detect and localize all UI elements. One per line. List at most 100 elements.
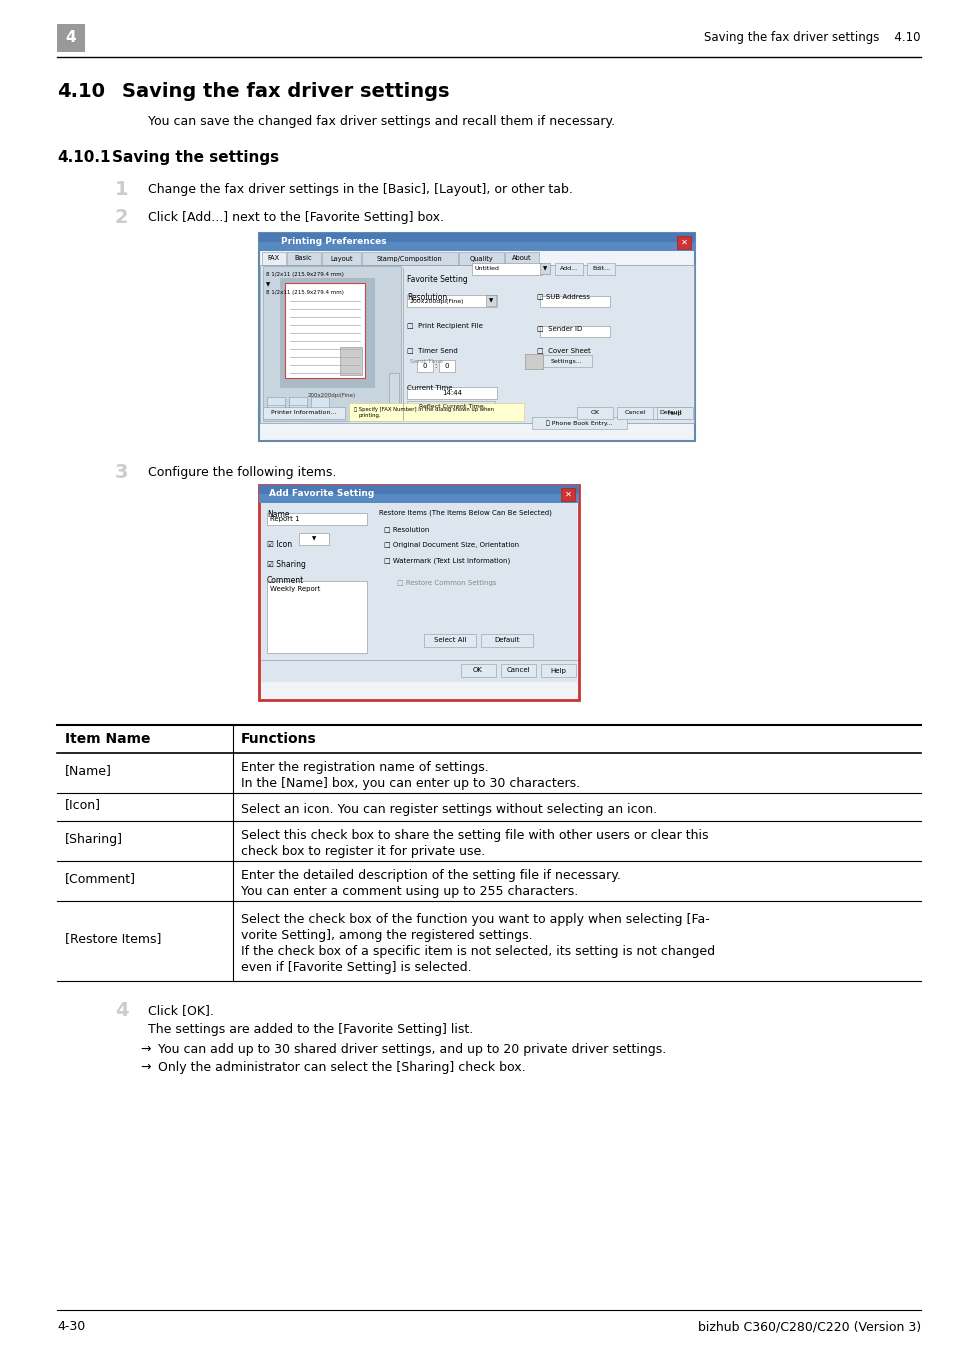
- Text: Enter the detailed description of the setting file if necessary.: Enter the detailed description of the se…: [241, 869, 620, 882]
- Text: Select this check box to share the setting file with other users or clear this: Select this check box to share the setti…: [241, 829, 708, 842]
- Bar: [258, 234, 695, 251]
- Bar: [541, 355, 592, 367]
- Text: Settings...: Settings...: [551, 359, 582, 363]
- Bar: [539, 296, 609, 306]
- Bar: [262, 252, 285, 265]
- Text: OK: OK: [590, 410, 598, 416]
- Text: Restore Items (The Items Below Can Be Selected): Restore Items (The Items Below Can Be Se…: [378, 510, 551, 517]
- Text: □  Cover Sheet: □ Cover Sheet: [537, 347, 590, 352]
- Text: →: →: [140, 1061, 151, 1075]
- Bar: [289, 397, 307, 410]
- Text: Favorite Setting: Favorite Setting: [407, 275, 467, 284]
- Text: The settings are added to the [Favorite Setting] list.: The settings are added to the [Favorite …: [148, 1023, 473, 1035]
- Text: Basic: Basic: [294, 255, 312, 262]
- Bar: [407, 296, 497, 306]
- Text: printing.: printing.: [358, 413, 381, 418]
- Text: Add...: Add...: [559, 266, 578, 271]
- Bar: [258, 494, 578, 504]
- Text: ✕: ✕: [679, 238, 687, 247]
- Text: Change the fax driver settings in the [Basic], [Layout], or other tab.: Change the fax driver settings in the [B…: [148, 184, 572, 196]
- Bar: [524, 354, 542, 369]
- Text: FAX: FAX: [268, 255, 279, 262]
- Bar: [258, 485, 578, 504]
- Text: 4: 4: [115, 1000, 129, 1021]
- Bar: [560, 487, 575, 501]
- Text: 8 1/2x11 (215.9x279.4 mm): 8 1/2x11 (215.9x279.4 mm): [266, 271, 343, 277]
- Bar: [311, 397, 329, 410]
- Bar: [539, 263, 550, 274]
- Bar: [258, 485, 578, 701]
- Text: 2: 2: [115, 208, 129, 227]
- Text: Default: Default: [494, 637, 519, 644]
- Text: You can save the changed fax driver settings and recall them if necessary.: You can save the changed fax driver sett…: [148, 115, 615, 128]
- Bar: [267, 580, 367, 653]
- Bar: [263, 406, 345, 418]
- Bar: [389, 373, 398, 413]
- Text: 4.10: 4.10: [57, 82, 105, 101]
- Text: □ Original Document Size, Orientation: □ Original Document Size, Orientation: [384, 541, 518, 548]
- Bar: [472, 263, 541, 275]
- Text: [Icon]: [Icon]: [65, 798, 101, 811]
- Text: □  Print Recipient File: □ Print Recipient File: [407, 323, 482, 329]
- Text: even if [Favorite Setting] is selected.: even if [Favorite Setting] is selected.: [241, 961, 471, 973]
- Bar: [577, 406, 613, 418]
- Bar: [416, 360, 433, 373]
- Bar: [586, 263, 615, 275]
- Bar: [285, 284, 365, 378]
- Bar: [339, 347, 361, 375]
- Text: →: →: [140, 1044, 151, 1056]
- Text: Configure the following items.: Configure the following items.: [148, 466, 336, 479]
- Bar: [286, 252, 320, 265]
- Bar: [438, 360, 455, 373]
- Text: Saving the fax driver settings: Saving the fax driver settings: [122, 82, 449, 101]
- Text: ▼: ▼: [312, 536, 315, 541]
- Text: ☑ Sharing: ☑ Sharing: [267, 560, 306, 568]
- Text: Send Time: Send Time: [410, 359, 442, 364]
- Text: Help: Help: [550, 667, 565, 674]
- Bar: [280, 278, 375, 387]
- Text: □ SUB Address: □ SUB Address: [537, 293, 589, 298]
- Text: Edit...: Edit...: [591, 266, 609, 271]
- Text: Untitled: Untitled: [475, 266, 499, 271]
- Text: □ Watermark (Text List Information): □ Watermark (Text List Information): [384, 558, 510, 564]
- Bar: [532, 417, 626, 429]
- Text: [Comment]: [Comment]: [65, 872, 136, 886]
- Bar: [617, 406, 652, 418]
- Text: Item Name: Item Name: [65, 732, 151, 747]
- Bar: [540, 664, 576, 676]
- Bar: [258, 234, 695, 441]
- Text: Current Time: Current Time: [407, 385, 452, 391]
- Text: About: About: [511, 255, 531, 262]
- Text: ✕: ✕: [564, 490, 571, 498]
- Bar: [361, 252, 457, 265]
- Bar: [263, 266, 400, 421]
- Text: 4: 4: [66, 31, 76, 46]
- Text: Printing Preferences: Printing Preferences: [281, 238, 386, 247]
- Text: 8 1/2x11 (215.9x279.4 mm): 8 1/2x11 (215.9x279.4 mm): [266, 290, 343, 296]
- Bar: [267, 513, 367, 525]
- Bar: [677, 236, 690, 248]
- Text: Saving the fax driver settings    4.10: Saving the fax driver settings 4.10: [703, 31, 920, 45]
- Bar: [555, 263, 582, 275]
- Bar: [261, 504, 577, 682]
- Bar: [651, 406, 689, 418]
- Text: Cancel: Cancel: [623, 410, 645, 416]
- Text: Stamp/Composition: Stamp/Composition: [376, 255, 442, 262]
- Text: You can enter a comment using up to 255 characters.: You can enter a comment using up to 255 …: [241, 886, 578, 898]
- Text: ▼: ▼: [266, 282, 270, 288]
- Bar: [349, 404, 523, 421]
- Bar: [458, 252, 503, 265]
- Text: □ Resolution: □ Resolution: [384, 526, 429, 532]
- Text: 4.10.1: 4.10.1: [57, 150, 111, 165]
- Text: 4-30: 4-30: [57, 1320, 85, 1332]
- Bar: [460, 664, 496, 676]
- Text: Weekly Report: Weekly Report: [270, 586, 320, 593]
- Bar: [298, 533, 329, 545]
- Text: In the [Name] box, you can enter up to 30 characters.: In the [Name] box, you can enter up to 3…: [241, 778, 579, 790]
- Text: [Name]: [Name]: [65, 764, 112, 778]
- Text: □ Restore Common Settings: □ Restore Common Settings: [396, 580, 496, 586]
- Bar: [500, 664, 536, 676]
- Text: Reflect Current Time: Reflect Current Time: [418, 405, 483, 409]
- Text: Comment: Comment: [267, 576, 304, 585]
- Text: 0: 0: [444, 363, 449, 369]
